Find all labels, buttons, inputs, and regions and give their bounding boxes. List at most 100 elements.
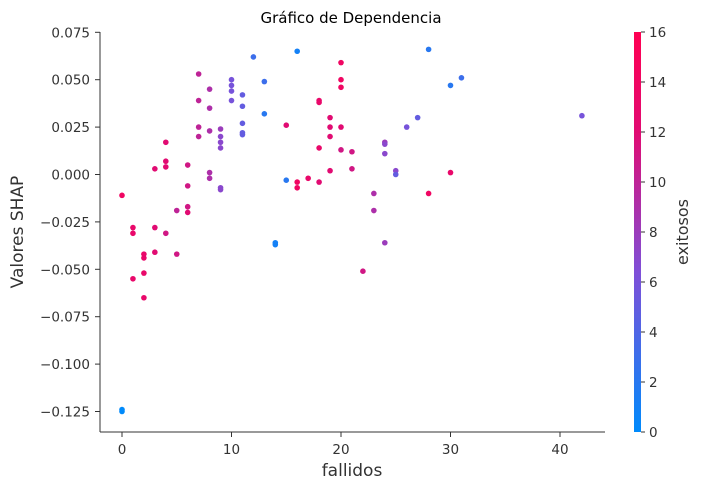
data-point — [338, 147, 344, 153]
data-point — [425, 46, 432, 53]
y-tick-label: 0.000 — [51, 168, 90, 184]
data-point — [141, 255, 147, 261]
data-point — [250, 54, 257, 60]
data-point — [141, 270, 147, 276]
data-point — [217, 133, 224, 140]
data-point — [447, 169, 454, 176]
data-point — [152, 166, 158, 172]
y-tick-label: −0.100 — [40, 357, 90, 373]
data-point — [371, 190, 377, 197]
data-point — [382, 239, 388, 246]
data-point — [206, 86, 213, 92]
data-point — [239, 92, 246, 98]
colorbar-tick-label: 0 — [649, 425, 658, 441]
data-point — [195, 97, 202, 104]
data-point — [119, 192, 125, 199]
scatter-points — [119, 46, 585, 415]
data-point — [294, 48, 301, 55]
data-point — [195, 124, 202, 130]
data-point — [338, 124, 344, 130]
data-point — [228, 82, 235, 89]
data-point — [327, 114, 333, 121]
x-axis-label: fallidos — [322, 461, 383, 481]
axes — [99, 32, 605, 433]
x-tick-label: 40 — [551, 442, 568, 458]
data-point — [261, 78, 268, 85]
data-point — [327, 167, 333, 174]
data-point — [414, 114, 421, 121]
data-point — [163, 139, 169, 146]
x-tick-label: 30 — [442, 442, 459, 458]
data-point — [173, 207, 180, 214]
data-point — [184, 203, 191, 210]
data-point — [228, 88, 235, 94]
colorbar-tick-label: 16 — [649, 25, 666, 41]
data-point — [195, 133, 202, 140]
data-point — [305, 175, 311, 182]
data-point — [206, 175, 213, 182]
data-point — [579, 112, 585, 119]
data-point — [294, 184, 301, 191]
data-point — [217, 186, 224, 193]
data-point — [371, 207, 377, 214]
data-point — [349, 166, 355, 172]
data-point — [382, 150, 388, 157]
y-tick-label: 0.050 — [51, 73, 90, 89]
data-point — [403, 124, 410, 130]
y-tick-label: −0.025 — [40, 215, 90, 231]
colorbar-tick-label: 12 — [649, 125, 666, 141]
data-point — [316, 145, 322, 151]
data-point — [206, 105, 213, 111]
data-point — [447, 82, 454, 89]
data-point — [195, 71, 202, 77]
colorbar-tick-label: 6 — [649, 275, 658, 291]
data-point — [206, 169, 213, 176]
data-point — [184, 162, 191, 168]
y-tick-label: −0.125 — [40, 405, 90, 421]
colorbar-tick-label: 2 — [649, 375, 658, 391]
data-point — [349, 148, 355, 155]
data-point — [338, 76, 344, 83]
data-point — [228, 97, 235, 104]
data-point — [206, 128, 213, 134]
data-point — [283, 177, 290, 183]
data-point — [425, 190, 432, 197]
data-point — [392, 171, 399, 178]
data-point — [360, 268, 366, 274]
data-point — [272, 241, 279, 248]
data-point — [239, 131, 246, 138]
data-point — [283, 122, 290, 129]
data-point — [316, 179, 322, 185]
x-ticks: 0 10 20 30 40 — [118, 432, 569, 458]
data-point — [173, 251, 180, 257]
data-point — [184, 183, 191, 189]
data-point — [239, 103, 246, 110]
data-point — [338, 84, 344, 91]
data-point — [130, 230, 136, 237]
data-point — [458, 75, 465, 81]
colorbar-tick-label: 8 — [649, 225, 658, 241]
colorbar-tick-label: 10 — [649, 175, 666, 191]
data-point — [217, 145, 224, 151]
colorbar-tick-label: 4 — [649, 325, 658, 341]
x-tick-label: 10 — [223, 442, 240, 458]
data-point — [316, 99, 322, 106]
data-point — [327, 133, 333, 140]
y-axis-label: Valores SHAP — [8, 176, 28, 289]
data-point — [228, 76, 235, 83]
data-point — [163, 164, 169, 170]
data-point — [130, 224, 136, 231]
colorbar-ticks: 0 2 4 6 8 10 12 14 16 — [641, 25, 666, 441]
data-point — [239, 120, 246, 127]
data-point — [119, 408, 125, 415]
data-point — [152, 249, 158, 256]
y-tick-label: −0.075 — [40, 310, 90, 326]
colorbar — [634, 32, 641, 432]
data-point — [163, 230, 169, 237]
chart-title: Gráfico de Dependencia — [260, 9, 441, 27]
data-point — [261, 111, 268, 117]
data-point — [382, 141, 388, 147]
colorbar-tick-label: 14 — [649, 75, 666, 91]
data-point — [184, 209, 191, 216]
